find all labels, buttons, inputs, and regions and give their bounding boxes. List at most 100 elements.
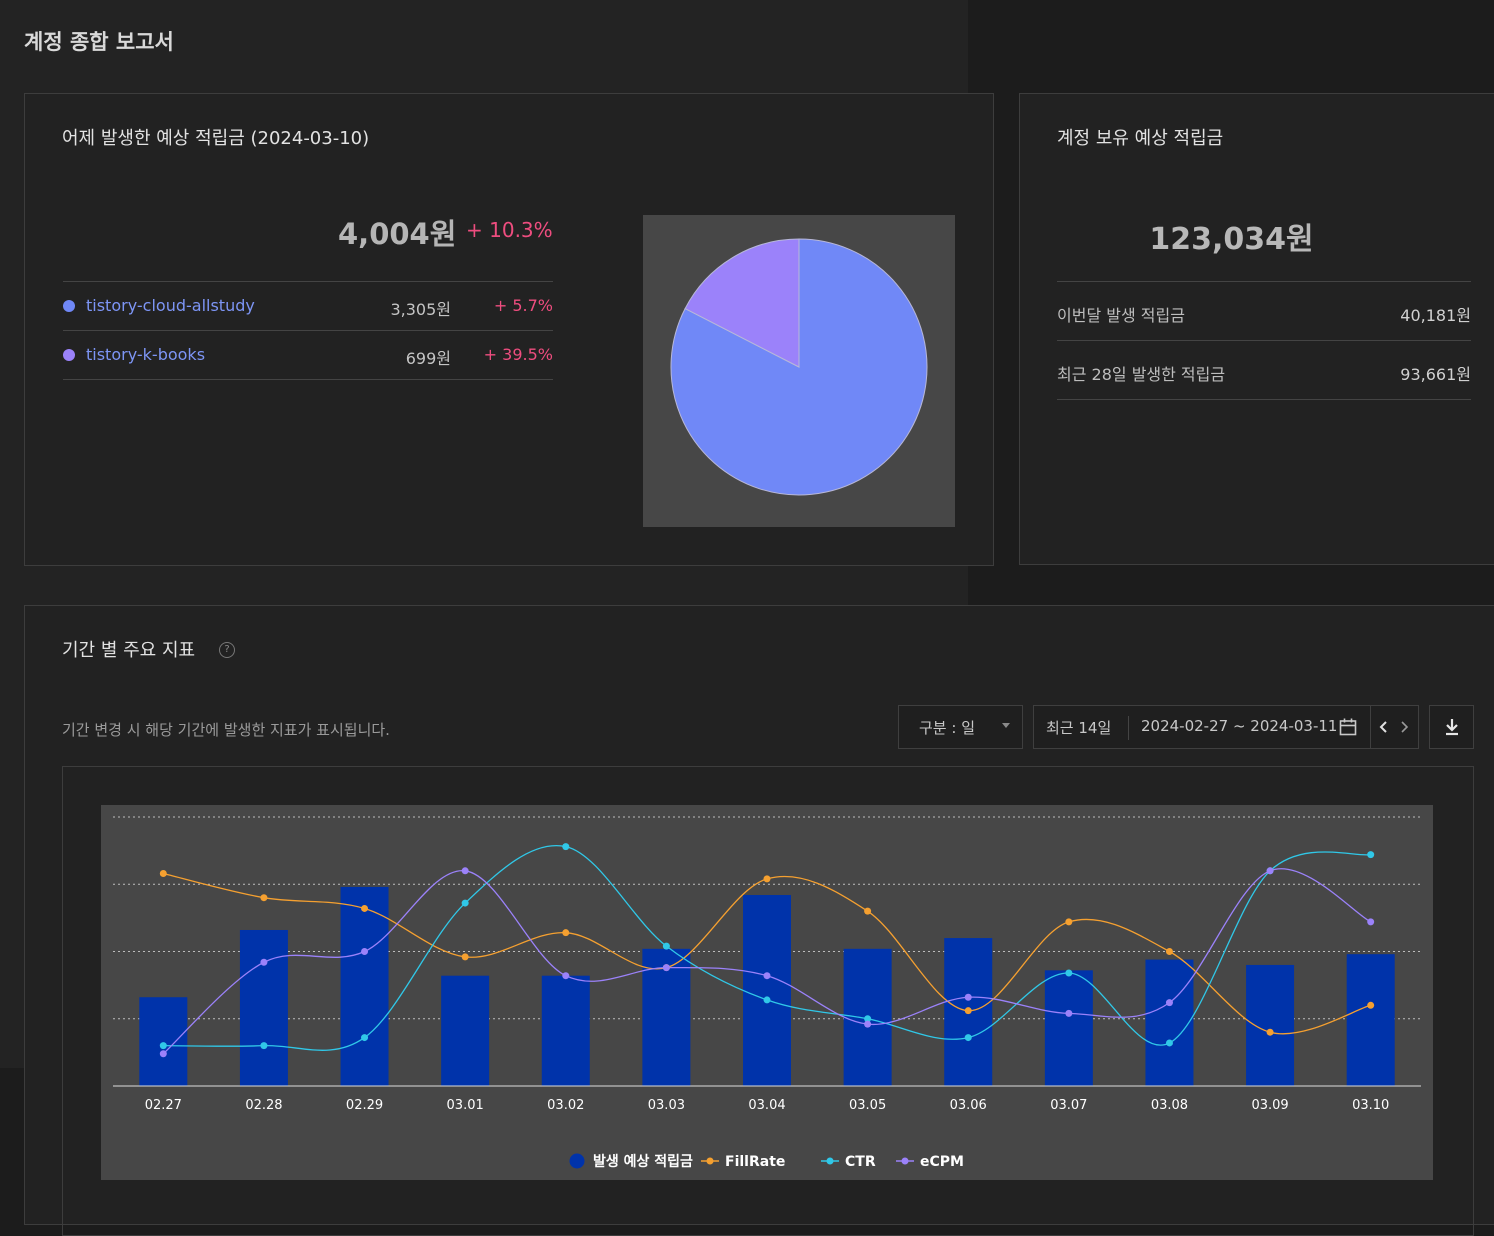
bar: [340, 886, 389, 1086]
bar: [1346, 954, 1395, 1086]
metrics-chart-frame: 02.27 02.28 02.29 03.01 03.02 03.03 03.04 03.05…: [62, 766, 1474, 1236]
download-button[interactable]: [1429, 705, 1474, 749]
site-table: tistory-cloud-allstudy 3,305원 + 5.7% tis…: [63, 281, 553, 380]
data-point: [662, 964, 670, 972]
data-point: [159, 1050, 167, 1058]
data-point: [1065, 1009, 1073, 1017]
bar: [1145, 959, 1194, 1086]
pie-chart-svg: [670, 238, 928, 496]
data-point: [864, 907, 872, 915]
series-dot-icon: [63, 300, 75, 312]
site-row: tistory-cloud-allstudy 3,305원 + 5.7%: [63, 282, 553, 331]
metrics-chart-svg: 02.27 02.28 02.29 03.01 03.02 03.03 03.04 03.05…: [113, 816, 1421, 1170]
x-tick-label: 03.06: [950, 1098, 987, 1113]
data-point: [461, 899, 469, 907]
x-tick-label: 03.10: [1352, 1098, 1389, 1113]
data-point: [1165, 1039, 1173, 1047]
balance-row-label: 최근 28일 발생한 적립금: [1057, 365, 1226, 384]
balance-table: 이번달 발생 적립금 40,181원 최근 28일 발생한 적립금 93,661…: [1057, 281, 1471, 400]
data-point: [864, 1020, 872, 1028]
pie-chart: [643, 215, 955, 527]
data-point: [1367, 918, 1375, 926]
data-point: [361, 1034, 369, 1042]
question-circle-icon[interactable]: ?: [219, 642, 235, 658]
data-point: [361, 948, 369, 955]
divider: [1370, 706, 1371, 748]
page-title: 계정 종합 보고서: [24, 30, 174, 54]
legend-label: eCPM: [920, 1154, 964, 1170]
balance-row: 이번달 발생 적립금 40,181원: [1057, 282, 1471, 341]
bar: [541, 975, 590, 1086]
pie-slice: [684, 238, 800, 368]
series-dot-icon: [63, 349, 75, 361]
data-point: [461, 867, 469, 875]
date-range-text[interactable]: 2024-02-27 ~ 2024-03-11: [1141, 717, 1338, 735]
download-icon: [1446, 719, 1458, 736]
granularity-select[interactable]: 구분 : 일: [898, 705, 1023, 749]
legend-marker: [706, 1157, 714, 1165]
yesterday-total: 4,004원: [338, 217, 457, 251]
data-point: [964, 993, 972, 1001]
data-point: [1165, 948, 1173, 955]
x-tick-label: 02.27: [145, 1098, 182, 1113]
x-tick-label: 03.08: [1151, 1098, 1188, 1113]
balance-total: 123,034원: [1149, 222, 1314, 257]
divider: [1128, 716, 1129, 740]
metrics-chart: 02.27 02.28 02.29 03.01 03.02 03.03 03.04 03.05…: [101, 805, 1433, 1180]
data-point: [562, 843, 570, 851]
yesterday-earnings-card: 어제 발생한 예상 적립금 (2024-03-10) 4,004원 + 10.3…: [24, 93, 994, 566]
data-point: [159, 869, 167, 877]
data-point: [461, 953, 469, 961]
balance-row-label: 이번달 발생 적립금: [1057, 306, 1185, 325]
bar: [1246, 964, 1295, 1086]
data-point: [1165, 999, 1173, 1007]
data-point: [159, 1042, 167, 1050]
data-point: [1266, 1028, 1274, 1036]
legend-label: 발생 예상 적립금: [593, 1153, 693, 1170]
chevron-left-icon[interactable]: [1376, 719, 1392, 735]
caret-down-icon: [1002, 723, 1010, 728]
yesterday-earnings-title: 어제 발생한 예상 적립금 (2024-03-10): [62, 128, 370, 149]
balance-row-value: 93,661원: [1400, 365, 1471, 384]
site-delta: + 39.5%: [483, 345, 553, 364]
bar: [642, 948, 691, 1086]
metrics-description: 기간 변경 시 해당 기간에 발생한 지표가 표시됩니다.: [62, 721, 390, 739]
legend-label: CTR: [845, 1154, 876, 1170]
metrics-title: 기간 별 주요 지표: [62, 640, 196, 661]
data-point: [562, 972, 570, 980]
site-amount: 3,305원: [390, 300, 451, 319]
data-point: [361, 904, 369, 912]
balance-title: 계정 보유 예상 적립금: [1057, 128, 1224, 149]
chevron-right-icon[interactable]: [1396, 719, 1412, 735]
data-point: [1367, 851, 1375, 859]
bar: [239, 929, 288, 1086]
yesterday-delta: + 10.3%: [466, 218, 553, 242]
x-tick-label: 02.28: [245, 1098, 282, 1113]
legend-marker: [826, 1157, 834, 1165]
x-tick-label: 03.07: [1050, 1098, 1087, 1113]
site-link[interactable]: tistory-k-books: [86, 345, 206, 364]
data-point: [864, 1015, 872, 1023]
range-preset[interactable]: 최근 14일: [1046, 719, 1112, 737]
bar: [743, 895, 791, 1086]
x-tick-label: 02.29: [346, 1098, 383, 1113]
balance-row-value: 40,181원: [1400, 306, 1471, 325]
balance-row: 최근 28일 발생한 적립금 93,661원: [1057, 341, 1471, 400]
x-tick-label: 03.02: [547, 1098, 584, 1113]
data-point: [763, 875, 771, 883]
data-point: [1065, 918, 1073, 926]
x-tick-label: 03.05: [849, 1098, 886, 1113]
data-point: [1266, 867, 1274, 875]
data-point: [662, 942, 670, 950]
data-point: [964, 1007, 972, 1015]
balance-card: 계정 보유 예상 적립금 123,034원 이번달 발생 적립금 40,181원…: [1019, 93, 1494, 565]
calendar-icon[interactable]: [1338, 717, 1358, 737]
data-point: [763, 996, 771, 1004]
granularity-value: 구분 : 일: [919, 719, 975, 737]
date-range-picker[interactable]: 최근 14일 2024-02-27 ~ 2024-03-11: [1033, 705, 1419, 749]
data-point: [1367, 1001, 1375, 1009]
site-link[interactable]: tistory-cloud-allstudy: [86, 296, 255, 315]
bar: [441, 975, 490, 1086]
data-point: [964, 1034, 972, 1042]
legend-marker: [569, 1153, 585, 1169]
